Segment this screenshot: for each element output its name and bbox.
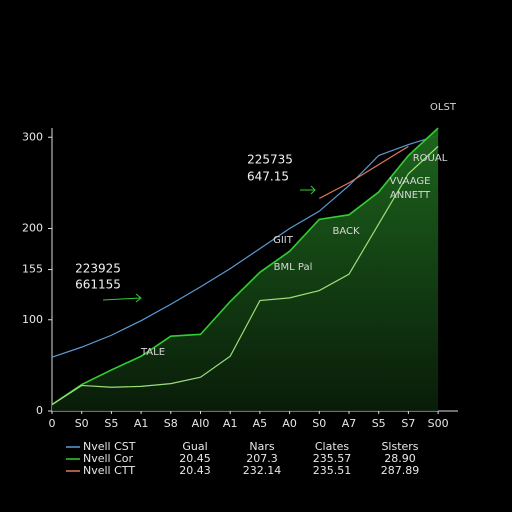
- series-line: [51, 134, 439, 358]
- annotation: BACK: [332, 226, 360, 237]
- table-header: Nars: [249, 440, 274, 453]
- table-cell: 287.89: [381, 464, 420, 477]
- legend-label: Nvell CTT: [83, 464, 135, 477]
- arrow-head: [135, 293, 142, 303]
- table-cell: 232.14: [243, 464, 282, 477]
- x-tick-label: S8: [164, 417, 178, 430]
- y-tick-label: 200: [22, 222, 43, 235]
- y-tick-label: 100: [22, 313, 43, 326]
- annotation: 647.15: [247, 170, 289, 184]
- table-header: Clates: [315, 440, 350, 453]
- y-tick-label: 155: [22, 263, 43, 276]
- table-header: Slsters: [381, 440, 418, 453]
- arrow: [102, 297, 141, 301]
- x-tick-label: S7: [401, 417, 415, 430]
- table-cell: 20.43: [179, 464, 211, 477]
- x-tick-label: S5: [372, 417, 386, 430]
- annotation: BML Pal: [274, 262, 313, 273]
- x-tick-label: AI0: [192, 417, 210, 430]
- x-tick-label: A1: [134, 417, 149, 430]
- legend-label: Nvell Cor: [83, 452, 134, 465]
- table-header: Gual: [182, 440, 207, 453]
- annotation: ROUAL: [413, 153, 448, 164]
- table-cell: 20.45: [179, 452, 211, 465]
- annotation: 661155: [75, 278, 121, 292]
- area: [52, 128, 439, 411]
- annotation: 225735: [247, 153, 293, 167]
- table-cell: 28.90: [384, 452, 416, 465]
- series-line: [319, 145, 409, 199]
- annotation: GIIT: [273, 235, 294, 246]
- x-tick-label: S5: [104, 417, 118, 430]
- x-tick-label: S0: [75, 417, 89, 430]
- annotation: TALE: [140, 347, 165, 358]
- annotation: OLST: [430, 102, 457, 113]
- x-tick-label: A7: [342, 417, 357, 430]
- arrow-head: [310, 185, 316, 195]
- table-cell: 235.51: [313, 464, 352, 477]
- series-line: [51, 145, 439, 406]
- x-tick-label: 0: [49, 417, 56, 430]
- annotation: 223925: [75, 262, 121, 276]
- x-tick-label: A1: [223, 417, 238, 430]
- x-tick-label: A5: [253, 417, 268, 430]
- table-cell: 235.57: [313, 452, 352, 465]
- table-cell: 207.3: [246, 452, 278, 465]
- series-line: [51, 127, 439, 406]
- y-tick-label: 300: [22, 130, 43, 143]
- y-tick-label: 0: [36, 404, 43, 417]
- annotation: ANNETT: [390, 190, 431, 201]
- legend-label: Nvell CST: [83, 440, 136, 453]
- x-tick-label: A0: [282, 417, 297, 430]
- annotation: VVAAGE: [390, 176, 431, 187]
- x-tick-label: S00: [428, 417, 449, 430]
- x-tick-label: S0: [312, 417, 326, 430]
